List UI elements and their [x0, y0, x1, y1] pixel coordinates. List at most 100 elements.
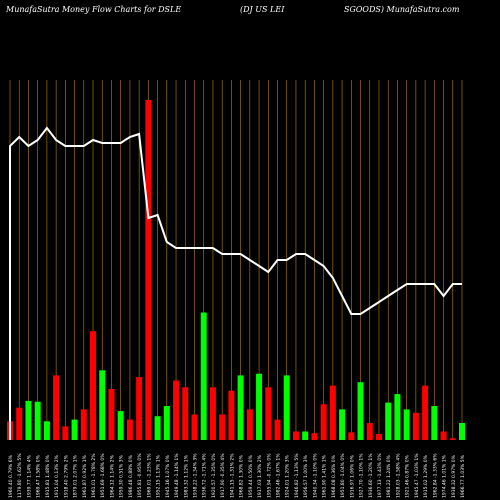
x-axis-tick-label: 1968.08 0.36% 0%	[331, 454, 337, 498]
money-flow-bar	[173, 380, 180, 440]
x-axis-tick-label: 1952.15 1.13% 1%	[156, 454, 162, 498]
money-flow-line-group	[9, 126, 462, 440]
x-axis-tick-label: 1959.30 0.51% 3%	[119, 454, 125, 498]
x-axis-tick-label: 1946.82 -1.13% 5%	[294, 453, 300, 498]
x-axis-tick-label: 1917.03 1.30% 2%	[257, 454, 263, 498]
x-axis-tick-label: 1928.03 -1.58% 4%	[395, 453, 401, 498]
x-axis-tick-label: 1941.15 -1.31% 2%	[229, 453, 235, 498]
chart-title-right: SGOODS) MunafaSutra.com	[344, 5, 460, 14]
x-axis-tick-label: 1986.48 0.88% 0%	[128, 454, 134, 498]
money-flow-bar	[99, 370, 106, 440]
x-axis-tick-label: 1951.69 -1.68% 0%	[100, 453, 106, 498]
money-flow-bar	[403, 409, 410, 440]
money-flow-bar	[375, 434, 382, 440]
money-flow-bar	[126, 419, 133, 440]
x-axis-tick-label: 1916.97 1.06% 0%	[349, 454, 355, 498]
x-axis-tick-label: 1879.01 2.07% 1%	[73, 454, 79, 498]
money-flow-bar	[348, 432, 355, 440]
money-flow-bar	[43, 421, 50, 440]
x-axis-tick-label: 1969.01 -1.23% 1%	[146, 453, 152, 498]
x-axis-tick-label: 1921.46 0.87% 0%	[405, 454, 411, 498]
money-flow-bar	[459, 423, 465, 440]
money-flow-bar	[228, 390, 235, 440]
x-axis-tick-label: 1938.22 -1.34% 3%	[193, 453, 199, 498]
grid-lines	[9, 80, 463, 440]
money-flow-bar	[394, 394, 401, 440]
money-flow-bar	[71, 419, 78, 440]
money-flow-bar	[449, 438, 456, 440]
x-axis-tick-label: 1961.90 1.41% 1%	[322, 454, 328, 498]
money-flow-bar	[237, 375, 244, 440]
money-flow-bar	[90, 331, 97, 440]
x-axis-tick-label: 1924.01 1.20% 3%	[285, 454, 291, 498]
x-axis-tick-label: 1915.04 0.13% 2%	[54, 454, 60, 498]
x-axis-tick-label: 1915.81 1.48% 0%	[45, 454, 51, 498]
x-axis-tick-label: 1940.34 -1.10% 0%	[312, 453, 318, 498]
money-flow-bar	[136, 377, 143, 440]
money-flow-bar	[80, 409, 87, 440]
x-axis-tick-label: 1959.44 0.50% 0%	[248, 454, 254, 498]
x-axis-tick-label: 1966.77 1.03% 5%	[460, 454, 466, 498]
money-flow-bar	[431, 406, 438, 440]
x-axis-tick-label: 1945.47 -1.03% 1%	[414, 453, 420, 498]
money-flow-bar	[163, 406, 170, 440]
money-flow-bar	[256, 373, 263, 440]
x-axis-tick-label: 1917.90 -0.35% 4%	[220, 453, 226, 498]
money-flow-bar	[311, 433, 318, 440]
x-axis-tick-label: 1977.13 -1.43% 0%	[377, 453, 383, 498]
money-flow-bar	[366, 423, 373, 440]
chart-title-left: MunafaSutra Money Flow Charts for DSLE	[5, 5, 181, 14]
x-axis-tick-label: 1927.70 -1.10% 1%	[359, 453, 365, 498]
x-axis-tick-label: 1961.01 -1.78% 2%	[91, 453, 97, 498]
money-flow-bar	[283, 375, 290, 440]
x-axis-tick-label: 1983.32 1.12% 1%	[183, 454, 189, 498]
money-flow-bar	[246, 409, 253, 440]
chart-title-mid: (DJ US LEI	[240, 5, 285, 14]
money-flow-bar	[292, 431, 299, 440]
money-flow-bar	[329, 385, 336, 440]
money-flow-bar	[16, 407, 23, 440]
money-flow-bar	[357, 382, 364, 440]
x-axis-tick-label: 1936.60 -1.20% 1%	[368, 453, 374, 498]
money-flow-bar	[274, 419, 281, 440]
x-axis-tick-label: 1949.48 -1.14% 1%	[174, 453, 180, 498]
money-flow-bar	[219, 414, 226, 440]
x-axis-tick-label: 1179.80 -1.62% 5%	[17, 453, 23, 498]
x-axis-tick-label: 1974.46 1.01% 1%	[442, 454, 448, 498]
x-axis-tick-label: 1920.57 -1.35% 0%	[211, 453, 217, 498]
x-axis-tick-label: 1982.46 -1.67% 1%	[276, 453, 282, 498]
money-flow-bar	[385, 402, 392, 440]
money-flow-line	[9, 126, 462, 440]
x-axis-tick-label: 1936.72 -1.71% 4%	[202, 453, 208, 498]
x-axis-tick-label: 1968.82 1.30% 0%	[239, 454, 245, 498]
money-flow-bar	[154, 416, 161, 440]
x-axis-tick-label: 1981.22 1.24% 0%	[386, 454, 392, 498]
money-flow-bar	[412, 412, 419, 440]
money-flow-bar	[108, 389, 115, 440]
x-axis-tick-label: 1918.40 2.79% 2%	[63, 454, 69, 498]
money-flow-bar	[34, 401, 41, 440]
money-flow-bar	[25, 400, 32, 440]
x-axis-tick-label: 1960.40 0.79% 6%	[8, 454, 14, 498]
x-axis-tick-label: 1945.16 1.07% 0%	[165, 454, 171, 498]
x-axis-tick-label: 1956.57 1.00% 3%	[303, 454, 309, 498]
money-flow-bar	[440, 431, 447, 440]
money-flow-bar	[209, 387, 216, 440]
money-flow-bar	[117, 411, 124, 440]
money-flow-bar	[265, 387, 272, 440]
money-flow-bar	[191, 414, 198, 440]
x-axis-tick-labels: 1960.40 0.79% 6% 1179.80 -1.62% 5% 1939.77…	[8, 453, 466, 498]
money-flow-bar	[145, 100, 152, 440]
money-flow-bar	[339, 409, 346, 440]
money-flow-bar	[200, 312, 207, 440]
x-axis-tick-label: 1955.94 -0.72% 0%	[266, 453, 272, 498]
x-axis-tick-label: 1961.87 0.92% 1%	[82, 454, 88, 498]
money-flow-bar	[182, 387, 189, 440]
money-flow-bar	[302, 431, 309, 440]
money-flow-bar	[320, 404, 327, 440]
money-flow-bars	[7, 100, 465, 440]
x-axis-tick-label: 1915.02 1.29% 0%	[423, 454, 429, 498]
x-axis-tick-label: 1962.84 -1.33% 6%	[432, 453, 438, 498]
x-axis-tick-label: 1955.81 -0.95% 0%	[137, 453, 143, 498]
